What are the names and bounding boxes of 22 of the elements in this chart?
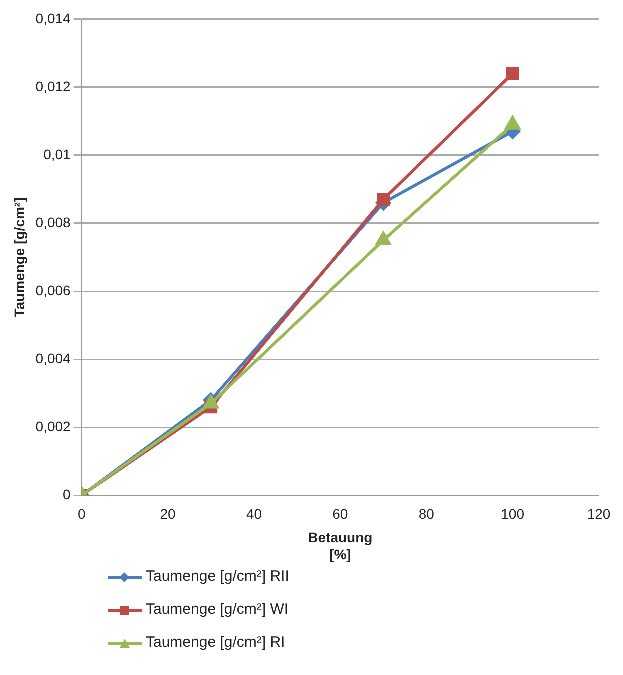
x-tick-label: 100: [501, 506, 525, 522]
y-tick-label: 0,014: [36, 10, 72, 26]
x-tick-label: 60: [332, 506, 348, 522]
legend-label: Taumenge [g/cm²] WI: [146, 601, 289, 618]
point: [506, 67, 520, 80]
y-tick-label: 0,008: [36, 214, 72, 230]
y-tick-label: 0,002: [36, 418, 72, 434]
y-tick-label: 0,006: [36, 282, 72, 298]
y-axis-title: Taumenge [g/cm²]: [11, 198, 28, 318]
x-axis-title: Betauung [%]: [308, 530, 373, 562]
legend-label: Taumenge [g/cm²] RI: [146, 634, 286, 651]
y-tick-label: 0,01: [44, 146, 72, 162]
y-tick-label: 0: [63, 486, 72, 502]
y-tick-label: 0,012: [36, 78, 72, 94]
x-tick-label: 120: [587, 506, 611, 522]
x-tick-label: 20: [160, 506, 176, 522]
x-tick-label: 80: [418, 506, 435, 522]
x-tick-label: 0: [78, 506, 86, 522]
legend-label: Taumenge [g/cm²] RII: [146, 568, 290, 585]
y-tick-label: 0,004: [36, 350, 72, 366]
x-tick-label: 40: [246, 506, 262, 522]
point: [377, 193, 390, 206]
